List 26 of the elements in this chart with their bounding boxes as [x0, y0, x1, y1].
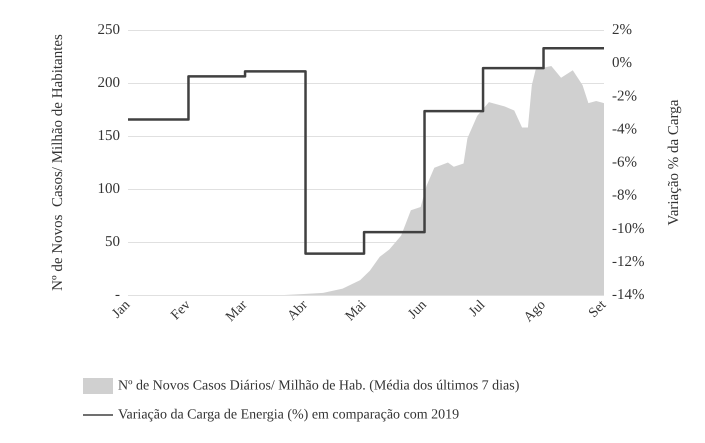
y-tick-label: 150: [98, 128, 120, 144]
x-tick-label: Mai: [342, 298, 370, 324]
y2-tick-label: -8%: [612, 188, 637, 204]
y2-tick-label: 2%: [612, 22, 632, 38]
y-tick-label: 200: [98, 75, 120, 91]
legend-label: Nº de Novos Casos Diários/ Milhão de Hab. (Média dos últimos 7 dias): [118, 378, 520, 394]
x-tick-label: Jun: [405, 298, 430, 322]
y2-tick-label: -6%: [612, 154, 637, 170]
legend-label: Variação da Carga de Energia (%) em comparação com 2019: [118, 408, 460, 422]
y2-tick-label: -2%: [612, 88, 637, 104]
y2-tick-label: -12%: [612, 254, 644, 270]
y2-tick-label: -10%: [612, 220, 644, 237]
x-tick-label: Ago: [521, 298, 549, 326]
y-axis-title: Nº de Novos Casos/ Milhão de Habitantes: [50, 34, 66, 291]
x-tick-label: Mar: [223, 297, 251, 325]
y2-axis-title: Variação % da Carga: [666, 99, 682, 226]
y2-tick-label: -14%: [612, 287, 644, 303]
y-tick-label: 100: [98, 181, 120, 197]
x-tick-label: Set: [586, 298, 610, 321]
x-tick-label: Jul: [466, 298, 488, 320]
y2-tick-label: -4%: [612, 121, 637, 138]
x-tick-label: Abr: [284, 297, 312, 324]
y-tick-label: 50: [105, 234, 120, 250]
x-tick-label: Fev: [168, 298, 194, 324]
y2-tick-label: 0%: [612, 55, 632, 72]
y-tick-label: 250: [98, 22, 120, 38]
